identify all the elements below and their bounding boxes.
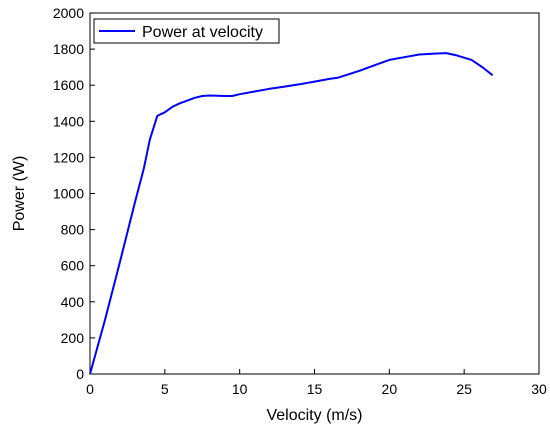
y-tick-label: 400 (61, 294, 85, 310)
x-tick-label: 30 (531, 381, 547, 397)
y-axis: 0 200 400 600 800 1000 1200 1400 1600 1800 2000 (53, 5, 95, 382)
y-tick-label: 1000 (53, 186, 84, 202)
y-tick-label: 1600 (53, 77, 84, 93)
legend: Power at velocity (93, 18, 280, 44)
x-tick-label: 5 (161, 381, 169, 397)
y-tick-label: 1800 (53, 41, 84, 57)
y-tick-label: 200 (61, 330, 85, 346)
x-tick-label: 15 (307, 381, 323, 397)
x-tick-label: 25 (456, 381, 472, 397)
y-tick-label: 2000 (53, 5, 84, 21)
y-tick-label: 0 (76, 366, 84, 382)
x-tick-label: 20 (382, 381, 398, 397)
x-axis: 0 5 10 15 20 25 30 (86, 369, 547, 397)
series-layer (89, 52, 494, 375)
y-tick-label: 800 (61, 222, 85, 238)
y-tick-label: 1200 (53, 149, 84, 165)
y-tick-label: 1400 (53, 113, 84, 129)
series-line-power-at-velocity (89, 52, 494, 375)
legend-label: Power at velocity (142, 24, 263, 41)
x-axis-title: Velocity (m/s) (266, 407, 362, 424)
x-tick-label: 0 (86, 381, 94, 397)
y-tick-label: 600 (61, 258, 85, 274)
y-axis-title: Power (W) (11, 156, 28, 232)
x-tick-label: 10 (232, 381, 248, 397)
